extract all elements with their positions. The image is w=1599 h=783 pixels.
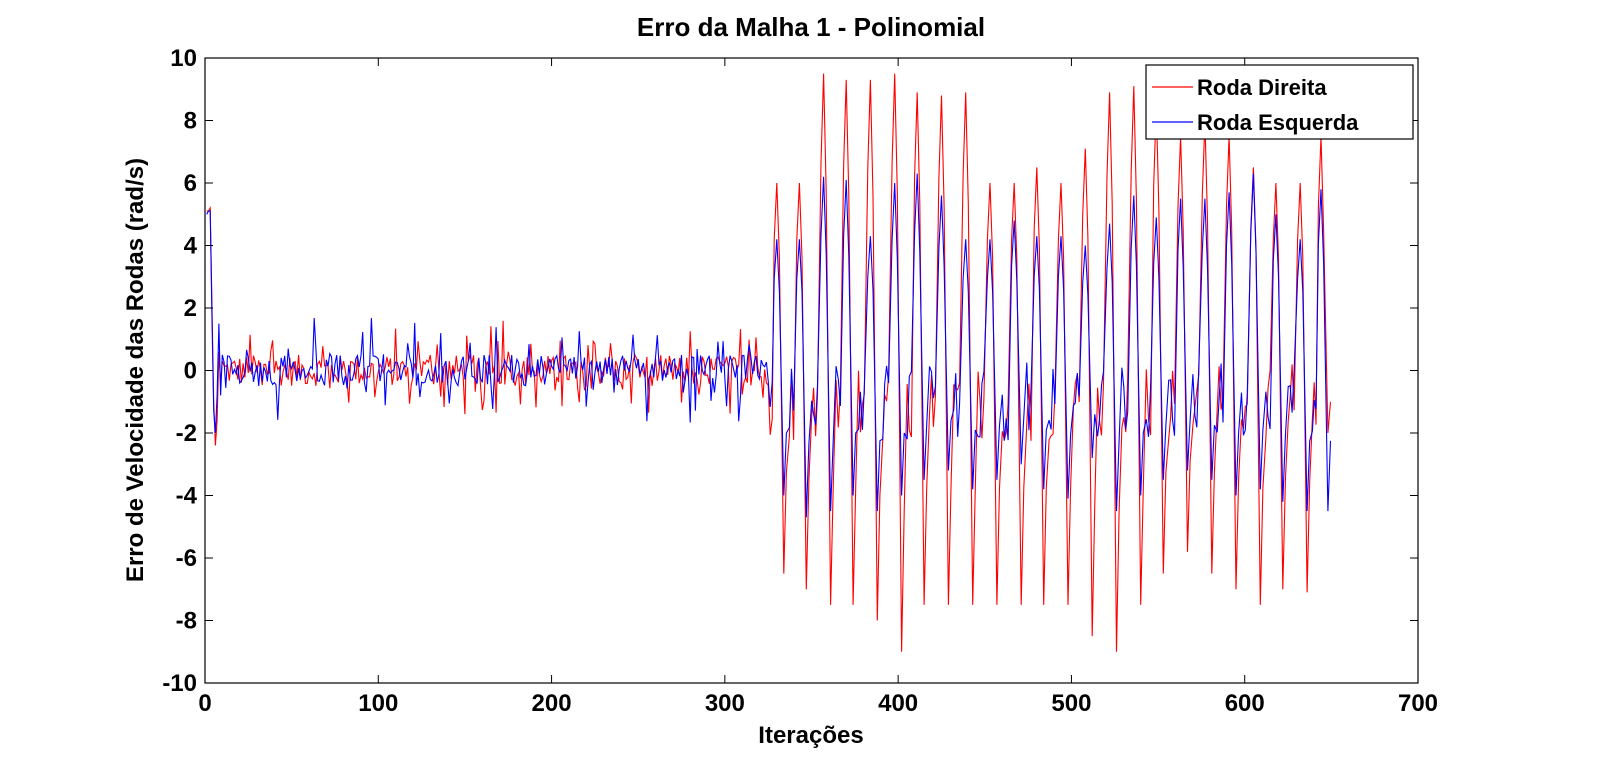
x-tick-label: 100	[358, 690, 398, 717]
y-axis-label: Erro de Velocidade das Rodas (rad/s)	[122, 158, 149, 582]
legend-box	[1145, 64, 1414, 140]
x-tick-label: 600	[1225, 690, 1265, 717]
y-tick-label: 2	[184, 295, 197, 322]
y-tick-label: 10	[170, 45, 197, 72]
y-tick-label: -6	[176, 545, 197, 572]
x-tick-label: 300	[705, 690, 745, 717]
series-line-roda-esquerda	[206, 173, 1332, 518]
y-tick-label: -8	[176, 608, 197, 635]
legend-label-roda-esquerda: Roda Esquerda	[1197, 110, 1359, 135]
x-tick-label: 400	[878, 690, 918, 717]
x-axis-label: Iterações	[758, 722, 863, 749]
y-tick-label: -4	[176, 483, 198, 510]
legend-label-roda-direita: Roda Direita	[1197, 75, 1327, 100]
series-line-roda-direita	[206, 73, 1332, 652]
y-tick-label: -2	[176, 420, 197, 447]
x-tick-label: 200	[532, 690, 572, 717]
y-tick-label: 6	[184, 170, 197, 197]
y-tick-label: 0	[184, 358, 197, 385]
x-tick-label: 700	[1398, 690, 1438, 717]
y-tick-label: 4	[184, 233, 198, 260]
plot-area	[206, 73, 1332, 652]
axis-ticks: 0 100 200 300 400 500 600 700 -10 -8 -6 -4 -2 0 2 4 6 8 10	[162, 45, 1438, 717]
x-tick-label: 500	[1051, 690, 1091, 717]
y-tick-label: 8	[184, 108, 197, 135]
legend: Roda Direita Roda Esquerda	[1145, 64, 1414, 140]
x-tick-label: 0	[198, 690, 211, 717]
chart-title: Erro da Malha 1 - Polinomial	[637, 12, 985, 42]
y-tick-label: -10	[162, 670, 197, 697]
